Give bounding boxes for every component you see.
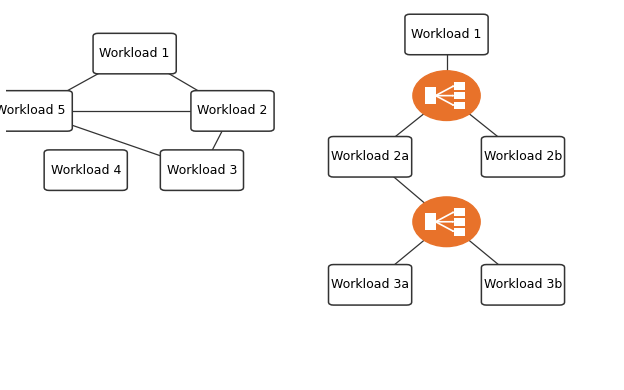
FancyBboxPatch shape: [454, 208, 465, 216]
FancyBboxPatch shape: [191, 90, 274, 131]
FancyBboxPatch shape: [454, 92, 465, 99]
Text: Workload 3b: Workload 3b: [484, 278, 562, 291]
FancyBboxPatch shape: [425, 87, 436, 104]
FancyBboxPatch shape: [328, 264, 412, 305]
Text: Workload 3: Workload 3: [167, 164, 237, 177]
Text: Workload 2b: Workload 2b: [484, 150, 562, 163]
Text: Workload 2a: Workload 2a: [331, 150, 409, 163]
FancyBboxPatch shape: [481, 136, 565, 177]
FancyBboxPatch shape: [44, 150, 127, 190]
Text: Workload 1: Workload 1: [411, 28, 482, 41]
Text: Workload 3a: Workload 3a: [331, 278, 409, 291]
FancyBboxPatch shape: [454, 82, 465, 90]
FancyBboxPatch shape: [454, 102, 465, 110]
FancyBboxPatch shape: [425, 213, 436, 230]
FancyBboxPatch shape: [160, 150, 243, 190]
Text: Workload 4: Workload 4: [51, 164, 121, 177]
FancyBboxPatch shape: [454, 228, 465, 236]
FancyBboxPatch shape: [328, 136, 412, 177]
FancyBboxPatch shape: [0, 90, 72, 131]
FancyBboxPatch shape: [481, 264, 565, 305]
FancyBboxPatch shape: [405, 14, 488, 55]
Text: Workload 1: Workload 1: [99, 47, 170, 60]
Text: Workload 5: Workload 5: [0, 105, 66, 117]
FancyBboxPatch shape: [454, 218, 465, 225]
Ellipse shape: [413, 71, 480, 121]
Ellipse shape: [413, 197, 480, 246]
FancyBboxPatch shape: [93, 33, 176, 74]
Text: Workload 2: Workload 2: [197, 105, 268, 117]
